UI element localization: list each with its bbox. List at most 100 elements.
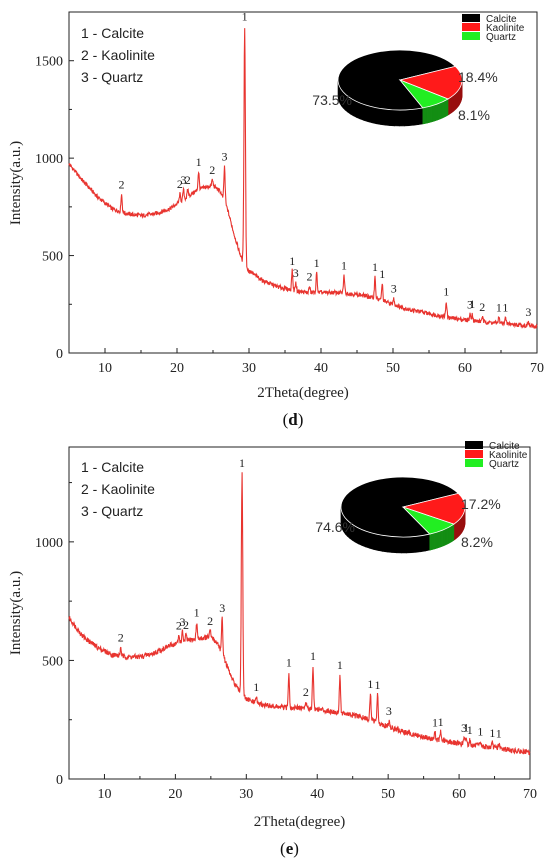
- y-tick-label: 0: [56, 773, 63, 788]
- peak-label: 1: [477, 724, 483, 738]
- pie-wall-calcite: [380, 108, 386, 126]
- x-tick-label: 60: [452, 787, 466, 802]
- peak-label: 1: [496, 300, 502, 314]
- pie-wall-calcite: [363, 103, 369, 123]
- pie-wall-calcite: [401, 536, 407, 554]
- pie-wall-calcite: [408, 108, 415, 127]
- x-axis-label: 2Theta(degree): [254, 814, 346, 830]
- pie-wall-calcite: [420, 534, 426, 553]
- peak-label: 1: [463, 720, 469, 734]
- x-tick-label: 40: [314, 361, 328, 376]
- peak-label: 2: [176, 619, 182, 633]
- pie-wall-calcite: [354, 525, 359, 545]
- pie-wall-calcite: [361, 528, 366, 548]
- peak-label: 3: [222, 150, 228, 164]
- pie-wall-calcite: [396, 536, 402, 554]
- pie-slice-calcite: [340, 476, 460, 538]
- y-tick-label: 1000: [35, 152, 63, 167]
- x-axis-label: 2Theta(degree): [257, 385, 349, 401]
- peak-label: 1: [496, 727, 502, 741]
- peak-label: 3: [179, 615, 185, 629]
- peak-label: 3: [219, 601, 225, 615]
- peak-label: 2: [119, 177, 125, 191]
- peak-label: 3: [180, 173, 186, 187]
- pie-wall-calcite: [385, 108, 391, 126]
- pie-wall-calcite: [352, 99, 357, 118]
- y-tick-label: 500: [42, 654, 63, 669]
- pie-percent-quartz: 8.1%: [458, 107, 490, 123]
- pie-wall-calcite: [389, 109, 396, 127]
- pie-wall-calcite: [359, 102, 365, 121]
- pie-wall-calcite: [358, 527, 363, 546]
- pie-wall-calcite: [415, 535, 422, 553]
- pie-wall-calcite: [413, 108, 419, 126]
- pie-legend-label: Calcite: [486, 14, 517, 25]
- pie-wall-calcite: [418, 107, 424, 126]
- pie-slice-quartz: [402, 506, 455, 535]
- pie-wall-calcite: [391, 536, 398, 554]
- peak-label: 1: [194, 605, 200, 619]
- pie-percent-kaolinite: 18.4%: [458, 69, 498, 85]
- xrd-pattern-line: [68, 28, 538, 330]
- peak-label: 1: [314, 256, 320, 270]
- pie-legend-label: Quartz: [486, 32, 516, 43]
- pie-percent-kaolinite: 17.2%: [461, 496, 501, 512]
- peak-label: 1: [239, 456, 245, 470]
- peak-label: 1: [341, 259, 347, 273]
- pie-legend-swatch: [465, 450, 483, 458]
- peak-label: 1: [375, 678, 381, 692]
- pie-wall-calcite: [410, 536, 417, 554]
- x-tick-label: 20: [168, 787, 182, 802]
- peak-label: 3: [391, 282, 397, 296]
- peak-label: 1: [443, 284, 449, 298]
- pie-wall-calcite: [403, 109, 410, 127]
- x-tick-label: 70: [523, 787, 537, 802]
- pie-wall-calcite: [371, 106, 377, 125]
- y-tick-label: 1000: [35, 536, 63, 551]
- x-tick-label: 10: [98, 361, 112, 376]
- y-tick-label: 0: [56, 347, 63, 362]
- peak-label: 2: [118, 631, 124, 645]
- chart-panel-e: 10 20 30 40 50 60 70 0 500 1000 2Theta(degree) Inte…: [8, 441, 537, 858]
- pie-legend-label: Kaolinite: [486, 23, 525, 34]
- phase-legend-entry: 1 - Calcite: [81, 459, 144, 475]
- phase-legend-entry: 2 - Kaolinite: [81, 481, 155, 497]
- pie-legend-swatch: [462, 23, 480, 31]
- x-tick-label: 30: [242, 361, 256, 376]
- pie-slice-kaolinite: [398, 65, 463, 100]
- pie-legend-swatch: [462, 14, 480, 22]
- peak-label: 1: [367, 677, 373, 691]
- peak-label: 1: [286, 655, 292, 669]
- pie-percent-quartz: 8.2%: [461, 534, 493, 550]
- peak-label: 2: [306, 270, 312, 284]
- plot-frame: [68, 446, 531, 780]
- pie-slice-kaolinite: [401, 492, 466, 525]
- pie-slice-quartz: [398, 79, 449, 109]
- peak-label: 2: [177, 177, 183, 191]
- peak-label: 2: [185, 173, 191, 187]
- peak-label: 1: [289, 254, 295, 268]
- peak-label: 2: [183, 618, 189, 632]
- pie-wall-calcite: [399, 109, 405, 127]
- pie-legend-label: Kaolinite: [489, 450, 528, 461]
- peak-label: 1: [489, 726, 495, 740]
- peak-label: 1: [502, 301, 508, 315]
- x-tick-label: 20: [170, 361, 184, 376]
- pie-wall-calcite: [382, 534, 388, 553]
- peak-label: 3: [525, 305, 531, 319]
- pie-slice-calcite: [337, 49, 457, 111]
- pie-wall-calcite: [367, 105, 373, 124]
- pie-wall-calcite: [386, 535, 393, 553]
- peak-label: 1: [242, 9, 248, 23]
- plot-frame: [68, 11, 538, 354]
- peak-label: 3: [467, 298, 473, 312]
- x-tick-label: 50: [381, 787, 395, 802]
- peak-label: 1: [337, 658, 343, 672]
- pie-legend-swatch: [465, 441, 483, 449]
- y-tick-label: 1500: [35, 55, 63, 70]
- pie-legend-label: Quartz: [489, 459, 519, 470]
- peak-label: 2: [207, 614, 213, 628]
